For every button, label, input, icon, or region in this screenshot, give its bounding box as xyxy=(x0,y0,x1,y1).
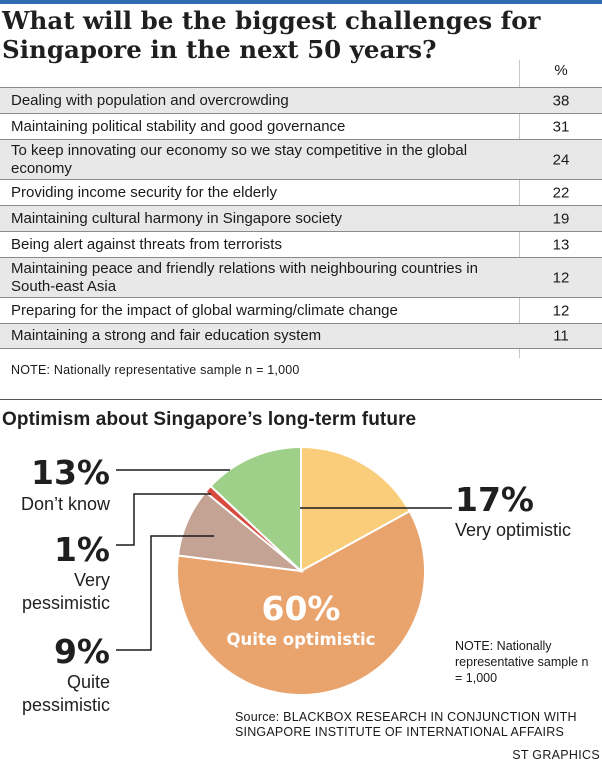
pie-label-quite-pessimistic: Quite pessimistic xyxy=(21,672,110,715)
table-row: Providing income security for the elderl… xyxy=(0,179,602,205)
pie-title: Optimism about Singapore’s long-term fut… xyxy=(2,409,417,430)
table-row-value: 24 xyxy=(552,151,570,168)
table-note: NOTE: Nationally representative sample n… xyxy=(11,363,300,377)
table-row-value: 11 xyxy=(553,327,569,345)
table-row: Maintaining political stability and good… xyxy=(0,113,602,139)
pie-label-dont-know: Don’t know xyxy=(20,494,110,514)
table-row-value: 19 xyxy=(552,210,570,227)
table-row-value: 31 xyxy=(552,118,570,135)
pie-slice-label-name-quite-optimistic: Quite optimistic xyxy=(227,630,376,649)
challenges-table: Dealing with population and overcrowding… xyxy=(0,87,602,349)
chart-title: What will be the biggest challenges for … xyxy=(2,6,541,64)
pie-slice-quite-optimistic xyxy=(176,509,426,697)
table-row-label: Maintaining a strong and fair education … xyxy=(11,327,322,344)
pie-note: NOTE: Nationally representative sample n… xyxy=(455,639,589,685)
pie-value-dont-know: 13% xyxy=(31,453,110,492)
table-row-label: Maintaining peace and friendly relations… xyxy=(11,259,478,295)
percent-column-header: % xyxy=(554,62,568,79)
table-row-value: 38 xyxy=(552,92,570,109)
table-row: To keep innovating our economy so we sta… xyxy=(0,139,602,179)
leader-line-quite-pessimistic xyxy=(116,535,214,651)
table-row-value: 12 xyxy=(552,302,570,319)
section-divider xyxy=(0,399,602,400)
table-row-label: To keep innovating our economy so we sta… xyxy=(11,141,468,177)
table-row-label: Dealing with population and overcrowding xyxy=(11,91,289,109)
table-row-label: Providing income security for the elderl… xyxy=(11,183,277,201)
pie-value-quite-pessimistic: 9% xyxy=(53,632,110,671)
pie-slice-label-value-quite-optimistic: 60% xyxy=(262,589,341,628)
pie-slice-don-t-know xyxy=(209,445,302,574)
pie-value-very-pessimistic: 1% xyxy=(53,530,110,569)
table-row-value: 13 xyxy=(552,236,570,253)
pie-label-very-pessimistic: Very pessimistic xyxy=(21,570,110,613)
table-row: Preparing for the impact of global warmi… xyxy=(0,297,602,323)
top-rule xyxy=(0,0,602,4)
table-row-label: Being alert against threats from terrori… xyxy=(11,235,282,253)
table-row-label: Maintaining political stability and good… xyxy=(11,117,346,135)
pie-slice-very-optimistic xyxy=(300,445,412,573)
table-row-value: 12 xyxy=(552,269,570,286)
table-row-label: Preparing for the impact of global warmi… xyxy=(11,301,398,319)
table-row: Dealing with population and overcrowding… xyxy=(0,87,602,113)
table-row-value: 22 xyxy=(552,184,570,201)
pie-value-very-optimistic: 17% xyxy=(455,480,534,519)
source-line: Source: BLACKBOX RESEARCH IN CONJUNCTION… xyxy=(235,710,577,739)
table-row: Being alert against threats from terrori… xyxy=(0,231,602,257)
leader-line-very-pessimistic xyxy=(116,493,211,546)
table-row-label: Maintaining cultural harmony in Singapor… xyxy=(11,209,343,227)
graphics-credit: ST GRAPHICS xyxy=(512,748,600,762)
table-row: Maintaining peace and friendly relations… xyxy=(0,257,602,297)
table-row: Maintaining cultural harmony in Singapor… xyxy=(0,205,602,231)
table-row: Maintaining a strong and fair education … xyxy=(0,323,602,349)
pie-label-very-optimistic: Very optimistic xyxy=(455,520,572,540)
